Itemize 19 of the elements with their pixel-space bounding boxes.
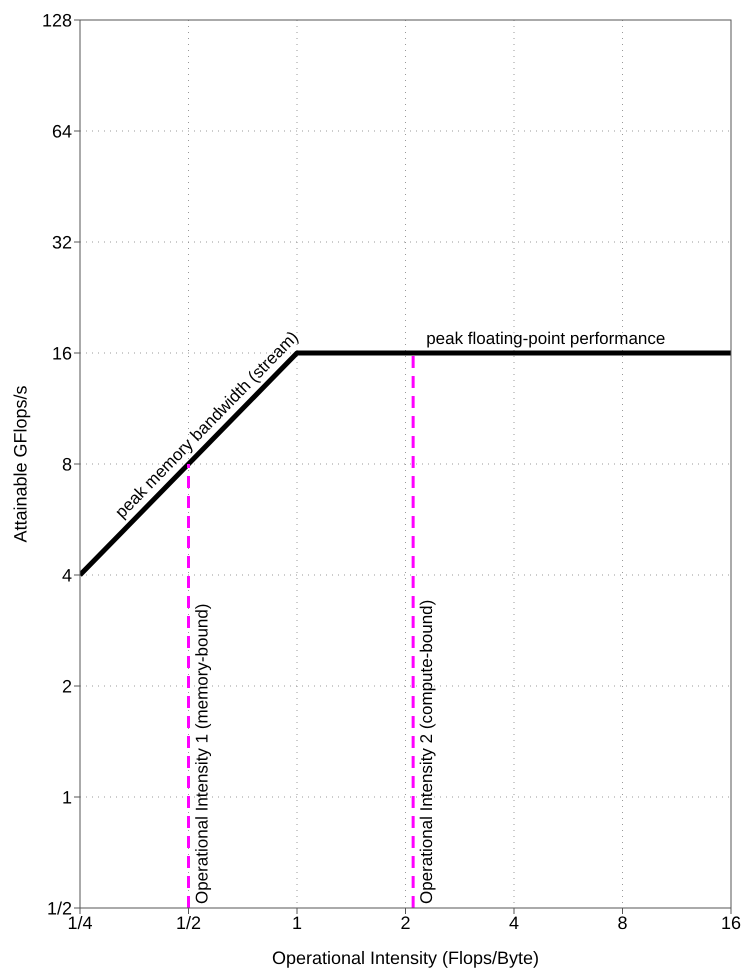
y-tick-label: 128 [42, 10, 72, 30]
y-tick-label: 4 [62, 565, 72, 586]
annotation: Operational Intensity 1 (memory-bound) [192, 604, 212, 904]
annotation: peak floating-point performance [426, 329, 666, 348]
y-tick-label: 16 [52, 343, 72, 364]
y-axis-title: Attainable GFlops/s [10, 385, 30, 543]
x-tick-label: 2 [400, 912, 411, 933]
y-tick-label: 2 [62, 676, 72, 696]
x-tick-label: 4 [508, 912, 520, 933]
annotation: Operational Intensity 2 (compute-bound) [417, 600, 436, 904]
y-tick-label: 1 [62, 787, 72, 808]
x-tick-label: 8 [617, 912, 628, 933]
x-tick-label: 1 [292, 912, 302, 933]
y-tick-label: 8 [62, 454, 72, 474]
x-axis-title: Operational Intensity (Flops/Byte) [272, 948, 540, 968]
x-tick-label: 16 [720, 912, 742, 933]
y-tick-label: 32 [52, 232, 72, 252]
x-tick-label: 1/2 [176, 912, 202, 933]
y-tick-label: 64 [52, 121, 72, 142]
